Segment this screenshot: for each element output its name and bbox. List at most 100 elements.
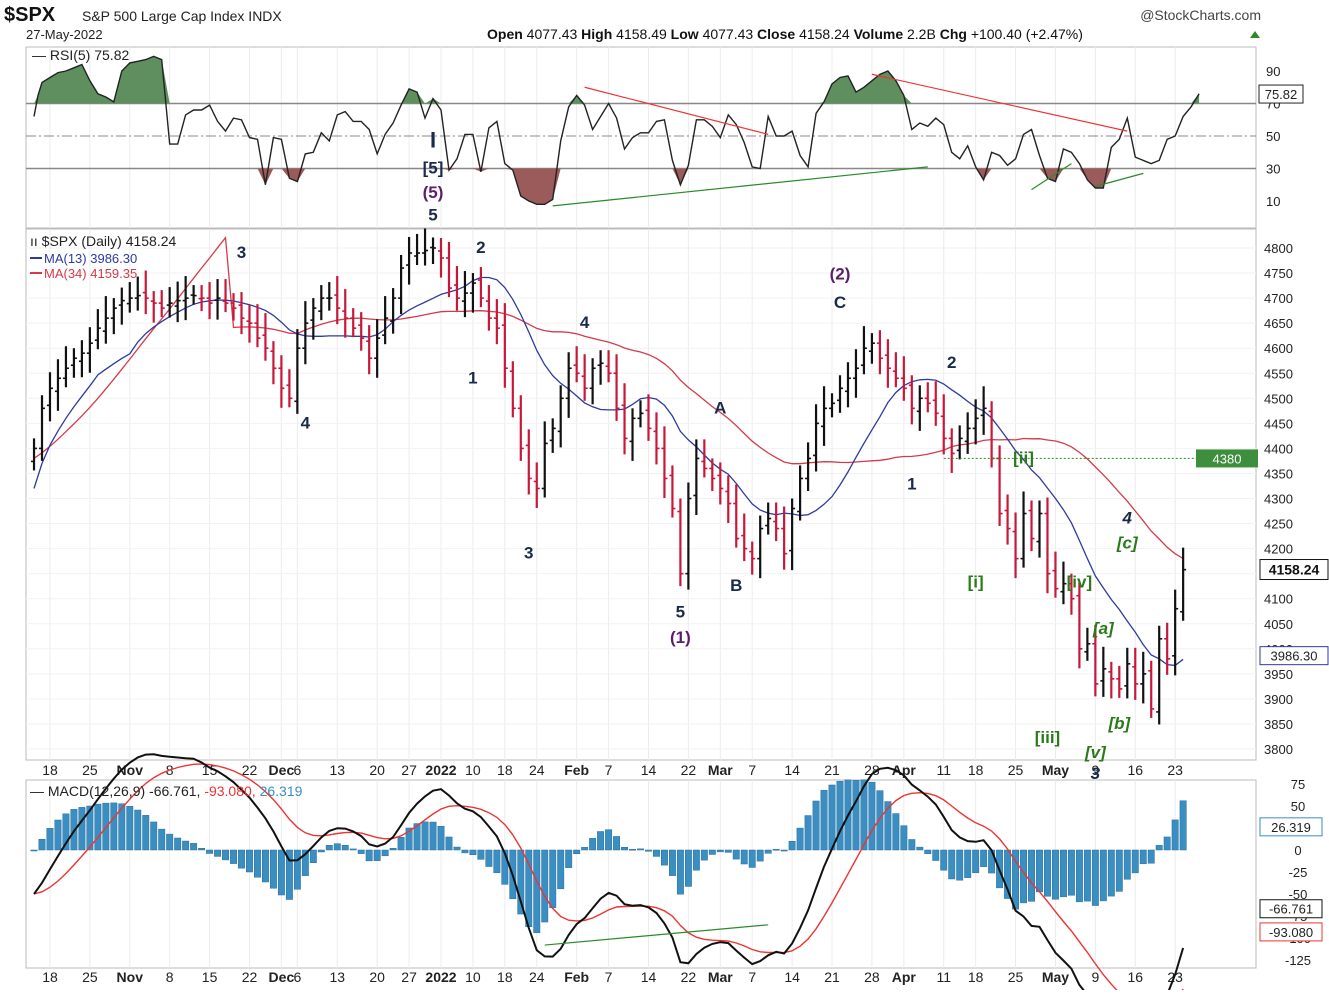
macd-hist-bar: [365, 849, 373, 862]
rsi-overbought-fill: [34, 56, 1200, 104]
macd-hist-bar: [126, 806, 134, 851]
macd-hist-bar: [692, 849, 700, 871]
rsi-trendline: [1031, 163, 1072, 191]
macd-hist-bar: [230, 849, 237, 864]
macd-hist-bar: [1091, 849, 1099, 906]
ohlc-bar: [988, 401, 995, 468]
ohlc-bar: [1020, 491, 1027, 568]
ohlc-bar: [1132, 647, 1139, 700]
x-tick-label-bottom: 7: [748, 969, 756, 985]
x-tick-label-bottom: 16: [1127, 969, 1143, 985]
price-y-tick: 4700: [1264, 291, 1293, 306]
ohlc-bar: [262, 313, 269, 361]
macd-hist-bar: [836, 780, 844, 851]
macd-hist-bar: [238, 849, 245, 869]
macd-hist-bar: [772, 849, 780, 851]
ohlc-bar: [326, 282, 333, 311]
ohlc-bar: [813, 404, 820, 472]
ohlc-bar: [757, 515, 764, 579]
macd-hist-bar: [820, 790, 828, 851]
macd-hist-bar: [46, 828, 54, 851]
macd-hist-bar: [1147, 849, 1155, 864]
macd-hist-bar: [804, 815, 812, 851]
price-y-tick: 4250: [1264, 517, 1293, 532]
ohlc-bar: [645, 394, 652, 441]
macd-line: [33, 753, 1185, 995]
macd-hist-bar: [541, 849, 549, 923]
x-tick-label: 9: [1091, 762, 1099, 778]
macd-hist-bar: [142, 815, 150, 851]
chg-up-arrow-icon: [1250, 31, 1260, 38]
macd-hist-bar: [405, 827, 413, 851]
macd-hist-bar: [660, 849, 668, 866]
wave-label: 2: [476, 238, 485, 257]
macd-hist-bar: [134, 809, 142, 851]
macd-hist-bar: [876, 790, 884, 851]
ohlc-bar: [254, 304, 261, 348]
price-y-tick: 4600: [1264, 341, 1293, 356]
rsi-trendline: [1095, 172, 1144, 187]
macd-hist-bar: [389, 848, 397, 851]
macd-hist-bar: [493, 849, 501, 873]
macd-hist-bar: [1028, 849, 1035, 902]
macd-hist-bar: [892, 813, 900, 851]
macd-hist-bar: [86, 805, 94, 851]
level-badge: [1196, 449, 1258, 468]
macd-hist-bar: [357, 849, 365, 854]
ohlc-bar: [1076, 582, 1083, 669]
x-tick-label: 28: [864, 762, 880, 778]
x-tick-label: Nov: [117, 762, 144, 778]
macd-hist-bar: [349, 848, 357, 851]
x-tick-label-bottom: 27: [401, 969, 417, 985]
macd-hist-bar: [429, 821, 437, 851]
macd-badge-text: -66.761: [1269, 902, 1313, 917]
macd-hist-bar: [453, 846, 461, 851]
x-tick-label: Apr: [892, 762, 917, 778]
ma13-badge: [1259, 646, 1329, 666]
macd-hist-bar: [501, 849, 509, 885]
macd-hist-bar: [940, 849, 948, 871]
macd-hist-bar: [621, 847, 628, 851]
wave-label: 1: [468, 368, 477, 387]
macd-hist-bar: [605, 829, 613, 851]
ohlc-bar: [158, 290, 165, 318]
ohlc-bar: [110, 298, 117, 335]
rsi-trendline: [584, 86, 769, 135]
x-tick-label-bottom: 14: [784, 969, 800, 985]
wave-label: 4: [301, 413, 311, 432]
x-tick-label: 14: [784, 762, 800, 778]
ohlc-bar: [366, 325, 373, 375]
wave-label: 1: [907, 474, 916, 493]
x-tick-label-bottom: 15: [202, 969, 218, 985]
ohlc-bar: [461, 271, 468, 318]
x-tick-label: 27: [401, 762, 417, 778]
wave-label: A: [714, 398, 726, 417]
ohlc-bar: [677, 498, 684, 587]
macd-hist-bar: [1052, 849, 1059, 900]
ohlc-bar: [589, 358, 596, 405]
macd-hist-bar: [293, 849, 301, 890]
macd-hist-bar: [828, 784, 836, 851]
macd-signal-line: [33, 763, 1184, 995]
price-legend: ıı $SPX (Daily) 4158.24: [30, 233, 177, 249]
ohlc-bar: [406, 236, 413, 285]
price-y-tick: 4350: [1264, 466, 1293, 481]
macd-hist-bar: [445, 836, 453, 851]
ohlc-bar: [876, 330, 883, 375]
price-y-tick: 4400: [1264, 441, 1293, 456]
ohlc-bar: [134, 276, 141, 311]
macd-hist-bar: [1036, 849, 1043, 893]
symbol-title: $SPX: [4, 4, 56, 26]
rsi-y-tick: 50: [1266, 129, 1280, 144]
ohlc-bar: [1036, 500, 1043, 558]
ohlc-bar: [246, 305, 253, 343]
macd-hist-bar: [1163, 836, 1171, 851]
ohlc-bar: [438, 237, 444, 278]
macd-hist-bar: [525, 849, 533, 928]
macd-hist-bar: [1171, 819, 1179, 851]
wave-label: 4: [1122, 509, 1133, 528]
ohlc-bar: [294, 329, 301, 414]
ohlc-bar: [142, 270, 149, 315]
rsi-y-tick: 10: [1266, 194, 1280, 209]
price-y-tick: 4450: [1264, 416, 1293, 431]
